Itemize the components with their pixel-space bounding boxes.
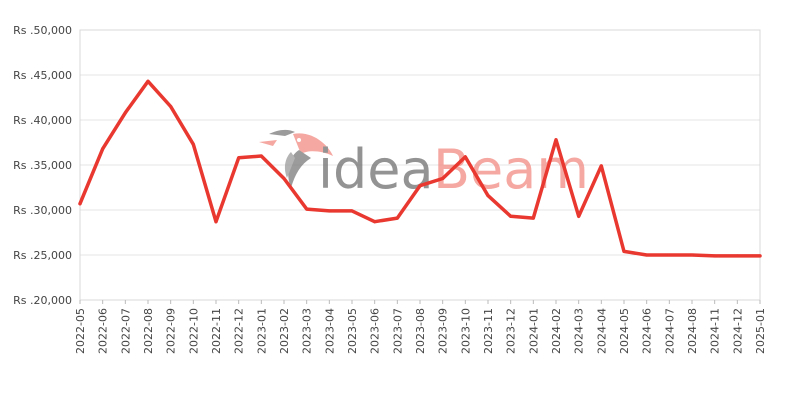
y-tick-label: Rs .45,000: [13, 69, 72, 82]
y-tick-label: Rs .20,000: [13, 294, 72, 307]
data-point: [395, 216, 399, 220]
data-point: [509, 214, 513, 218]
y-axis-ticks: Rs .50,000 Rs .45,000 Rs .40,000 Rs .35,000…: [13, 24, 72, 307]
x-tick-label: 2023-04: [323, 308, 336, 354]
data-point: [78, 202, 82, 206]
data-point: [214, 220, 218, 224]
data-point: [622, 249, 626, 253]
x-tick-label: 2023-07: [391, 308, 404, 354]
x-tick-label: 2024-06: [641, 308, 654, 354]
x-tick-label: 2023-06: [369, 308, 382, 354]
data-point: [282, 177, 286, 180]
data-point: [531, 216, 535, 220]
x-tick-label: 2022-09: [165, 308, 178, 354]
data-point: [758, 254, 762, 258]
x-tick-label: 2024-05: [618, 308, 631, 354]
x-tick-label: 2023-05: [346, 308, 359, 354]
data-point: [373, 220, 377, 224]
x-tick-label: 2024-12: [731, 308, 744, 354]
x-tick-label: 2024-08: [686, 308, 699, 354]
x-tick-label: 2022-10: [187, 308, 200, 354]
x-tick-label: 2022-11: [210, 308, 223, 354]
data-point: [123, 111, 127, 115]
data-point: [327, 209, 331, 213]
data-point: [418, 184, 422, 188]
data-point: [667, 253, 671, 257]
data-point: [713, 254, 717, 258]
data-point: [599, 164, 603, 168]
x-tick-label: 2024-04: [595, 308, 608, 354]
y-tick-label: Rs .25,000: [13, 249, 72, 262]
x-tick-label: 2024-11: [709, 308, 722, 354]
x-tick-label: 2022-07: [119, 308, 132, 354]
x-tick-label: 2023-02: [278, 308, 291, 354]
x-tick-label: 2023-03: [301, 308, 314, 354]
ideabeam-watermark: idea Beam: [259, 129, 589, 201]
x-tick-label: 2023-12: [505, 308, 518, 354]
x-tick-label: 2022-12: [233, 308, 246, 354]
x-tick-label: 2022-06: [97, 308, 110, 354]
data-point: [463, 155, 467, 159]
data-point: [146, 79, 150, 83]
data-point: [259, 154, 263, 158]
y-tick-label: Rs .50,000: [13, 24, 72, 37]
x-tick-label: 2023-09: [437, 308, 450, 354]
x-tick-label: 2022-08: [142, 308, 155, 354]
data-point: [237, 156, 241, 160]
y-tick-label: Rs .30,000: [13, 204, 72, 217]
watermark-text-beam: Beam: [433, 138, 589, 201]
x-tick-label: 2024-02: [550, 308, 563, 354]
x-axis-ticks: 2022-05 2022-06 2022-07 2022-08 2022-09 2022-…: [74, 300, 767, 354]
data-point: [191, 142, 195, 146]
hummingbird-logo-icon: [259, 129, 333, 188]
x-tick-label: 2024-07: [663, 308, 676, 354]
data-point: [735, 254, 739, 258]
x-tick-label: 2024-01: [527, 308, 540, 354]
y-tick-label: Rs .40,000: [13, 114, 72, 127]
x-tick-label: 2023-08: [414, 308, 427, 354]
watermark-text-idea: idea: [318, 138, 434, 201]
data-point: [305, 207, 309, 211]
x-tick-label: 2025-01: [754, 308, 767, 354]
data-point: [441, 177, 445, 180]
x-tick-label: 2023-10: [459, 308, 472, 354]
data-point: [577, 214, 581, 218]
data-point: [690, 253, 694, 257]
x-tick-label: 2024-03: [573, 308, 586, 354]
y-tick-label: Rs .35,000: [13, 159, 72, 172]
x-tick-label: 2022-05: [74, 308, 87, 354]
data-point: [486, 194, 490, 198]
data-point: [169, 105, 173, 108]
data-point: [645, 253, 649, 257]
x-tick-label: 2023-11: [482, 308, 495, 354]
series-layer: [78, 79, 762, 258]
data-point: [101, 147, 105, 151]
data-point: [554, 138, 558, 142]
data-point: [350, 209, 354, 213]
x-tick-label: 2023-01: [255, 308, 268, 354]
